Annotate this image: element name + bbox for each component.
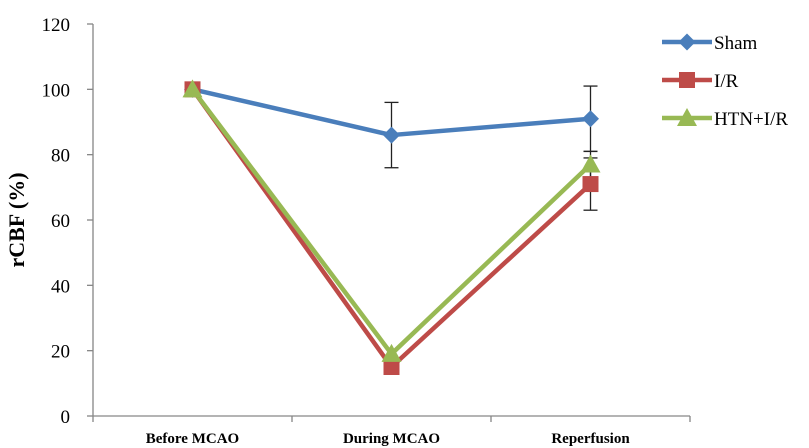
x-ticks: Before MCAO During MCAO Reperfusion bbox=[92, 416, 691, 447]
y-tick-label: 120 bbox=[42, 15, 71, 36]
legend-marker bbox=[678, 33, 696, 51]
legend-label: HTN+I/R bbox=[714, 109, 788, 130]
y-tick-label: 100 bbox=[42, 80, 71, 101]
data-point-i-r bbox=[582, 176, 599, 193]
legend-label: Sham bbox=[714, 33, 758, 54]
y-tick-label: 40 bbox=[51, 276, 70, 297]
legend: Sham I/R HTN+I/R bbox=[662, 33, 788, 130]
legend-marker bbox=[677, 108, 697, 126]
legend-marker bbox=[679, 72, 695, 88]
legend-label: I/R bbox=[714, 71, 739, 92]
y-tick-label: 60 bbox=[51, 211, 70, 232]
data-point-htn-i-r bbox=[381, 343, 402, 362]
y-tick-label: 20 bbox=[51, 342, 70, 363]
data-point-htn-i-r bbox=[182, 79, 203, 98]
data-point-sham bbox=[582, 110, 599, 128]
y-tick-label: 80 bbox=[51, 146, 70, 167]
data-point-htn-i-r bbox=[580, 154, 601, 173]
data-point-i-r bbox=[383, 359, 400, 375]
y-tick-label: 0 bbox=[61, 407, 71, 428]
data-point-sham bbox=[383, 126, 400, 144]
x-category-label: During MCAO bbox=[343, 431, 440, 447]
error-bars bbox=[384, 85, 598, 211]
x-category-label: Before MCAO bbox=[146, 431, 239, 447]
y-axis-title: rCBF (%) bbox=[4, 172, 29, 267]
markers bbox=[182, 79, 601, 375]
y-ticks: 0 20 40 60 80 100 120 bbox=[42, 15, 93, 428]
x-category-label: Reperfusion bbox=[551, 431, 630, 447]
